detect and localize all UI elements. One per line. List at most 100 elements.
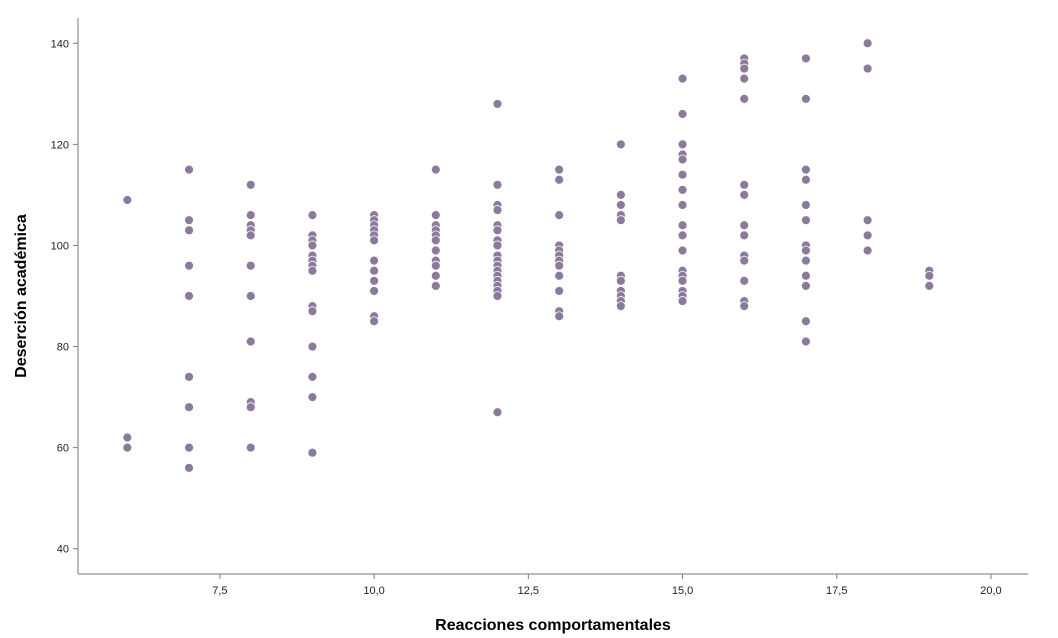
points-layer: [122, 38, 935, 473]
y-axis-title: Deserción académica: [13, 214, 30, 378]
data-point: [801, 255, 811, 266]
data-point: [862, 245, 873, 256]
data-point: [245, 336, 256, 347]
x-tick-label: 7,5: [212, 585, 227, 597]
data-point: [430, 245, 441, 256]
data-point: [492, 99, 503, 109]
y-tick-label: 60: [57, 443, 69, 455]
data-point: [862, 63, 873, 74]
data-point: [801, 93, 811, 104]
data-point: [184, 402, 194, 413]
data-point: [739, 301, 750, 312]
data-point: [307, 240, 318, 251]
data-point: [554, 210, 565, 221]
data-point: [245, 210, 256, 221]
y-tick-label: 100: [51, 240, 69, 252]
data-point: [801, 316, 811, 327]
x-tick-label: 17,5: [826, 585, 847, 597]
data-point: [492, 205, 503, 215]
data-point: [369, 286, 380, 296]
data-point: [307, 392, 318, 402]
x-axis-title: Reacciones comportamentales: [435, 617, 671, 634]
data-point: [615, 200, 626, 210]
data-point: [369, 235, 380, 246]
data-point: [801, 280, 811, 291]
data-point: [801, 215, 811, 226]
data-point: [801, 245, 811, 256]
data-point: [122, 195, 133, 205]
data-point: [430, 280, 441, 291]
data-point: [677, 73, 688, 84]
data-point: [801, 174, 811, 185]
data-point: [307, 371, 318, 382]
data-point: [554, 174, 565, 185]
data-point: [307, 447, 318, 458]
data-point: [739, 93, 750, 104]
data-point: [245, 291, 256, 301]
data-point: [677, 200, 688, 210]
data-point: [184, 371, 194, 382]
data-point: [492, 225, 503, 236]
data-point: [430, 210, 441, 221]
data-point: [801, 270, 811, 281]
data-point: [245, 179, 256, 190]
data-point: [245, 442, 256, 453]
data-point: [245, 260, 256, 271]
data-point: [615, 301, 626, 312]
data-point: [492, 240, 503, 251]
data-point: [492, 179, 503, 190]
y-tick-label: 140: [51, 38, 69, 50]
data-point: [184, 442, 194, 453]
data-point: [245, 230, 256, 241]
x-tick-label: 10,0: [363, 585, 384, 597]
data-point: [801, 53, 811, 64]
data-point: [430, 235, 441, 246]
data-point: [739, 179, 750, 190]
data-point: [554, 311, 565, 322]
data-point: [677, 169, 688, 180]
data-point: [554, 270, 565, 281]
x-axis-ticks: 7,5 10,0 12,5 15,0 17,5 20,0: [212, 574, 1002, 597]
x-tick-label: 12,5: [518, 585, 539, 597]
data-point: [184, 291, 194, 301]
data-point: [924, 270, 935, 281]
data-point: [307, 341, 318, 352]
data-point: [122, 432, 133, 443]
data-point: [430, 270, 441, 281]
data-point: [369, 316, 380, 327]
data-point: [184, 225, 194, 236]
data-point: [677, 220, 688, 231]
data-point: [369, 265, 380, 276]
data-point: [307, 265, 318, 276]
data-point: [245, 402, 256, 413]
data-point: [677, 296, 688, 306]
data-point: [677, 275, 688, 286]
x-tick-label: 15,0: [672, 585, 693, 597]
data-point: [184, 164, 194, 175]
data-point: [862, 38, 873, 49]
data-point: [615, 275, 626, 286]
data-point: [862, 230, 873, 241]
data-point: [801, 336, 811, 347]
data-point: [122, 442, 133, 453]
data-point: [554, 260, 565, 271]
y-axis-ticks: 40 60 80 100 120 140: [51, 38, 78, 556]
data-point: [924, 280, 935, 291]
y-tick-label: 80: [57, 342, 69, 354]
data-point: [677, 184, 688, 195]
data-point: [739, 230, 750, 241]
data-point: [677, 245, 688, 256]
data-point: [862, 215, 873, 226]
data-point: [184, 462, 194, 473]
x-tick-label: 20,0: [980, 585, 1001, 597]
data-point: [615, 215, 626, 226]
data-point: [677, 154, 688, 165]
data-point: [739, 275, 750, 286]
data-point: [307, 306, 318, 317]
data-point: [430, 260, 441, 271]
data-point: [739, 63, 750, 74]
data-point: [615, 139, 626, 150]
data-point: [554, 164, 565, 175]
data-point: [184, 260, 194, 271]
